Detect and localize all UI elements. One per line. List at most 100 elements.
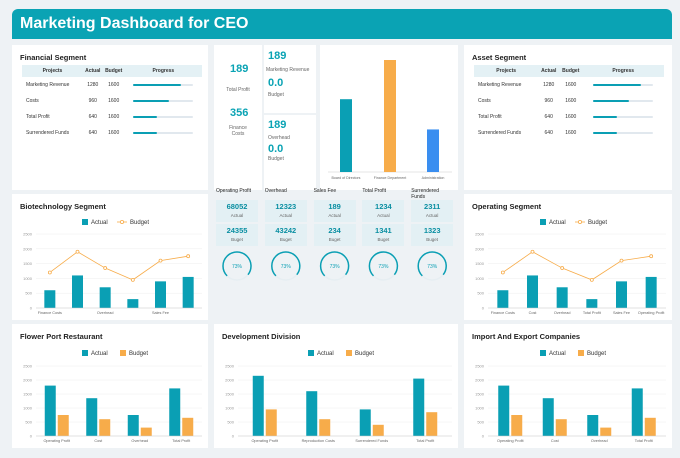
overhead-value: 189: [268, 119, 287, 131]
x-tick-label: Overhead: [554, 311, 571, 315]
bar-actual: [44, 290, 56, 308]
legend-budget-swatch: [120, 350, 126, 356]
metric-cell: 12323 Actual: [264, 200, 307, 222]
gauge-label: 73%: [378, 264, 389, 270]
table-cell: 1280: [87, 82, 99, 88]
total-profit-value: 189: [230, 63, 249, 75]
metric-value: 1234: [375, 202, 392, 211]
bar: [384, 60, 396, 172]
page-title: Marketing Dashboard for CEO: [20, 15, 249, 32]
biotech-chart: 0 500 1000 1500 2000 2500 Actual Budget Finance …: [23, 219, 202, 315]
finance-costs-label: Finance Costs: [229, 125, 247, 137]
budget-point: [75, 249, 80, 254]
x-tick-label: Total Profit: [635, 439, 654, 443]
progress-fill: [133, 83, 182, 87]
metric-label: Actual: [328, 213, 341, 218]
legend-budget-label: Budget: [588, 220, 607, 226]
bar-budget: [511, 415, 523, 436]
progress-bar: [133, 115, 194, 119]
y-tick-label: 2000: [23, 246, 33, 251]
dashboard-header: Marketing Dashboard for CEO: [12, 9, 672, 39]
y-tick-label: 2500: [475, 232, 485, 237]
x-tick-label: Cost: [551, 439, 560, 443]
progress-fill: [133, 99, 170, 103]
y-tick-label: 500: [227, 420, 234, 425]
y-tick-label: 2500: [23, 232, 33, 237]
metric-cell: 234 Buget: [313, 224, 356, 246]
biotech-panel: Biotechnology Segment 0 500 1000 1500 2000 25…: [12, 194, 208, 320]
asset-table: Projects Actual Budget Progress Marketing Re…: [474, 65, 664, 141]
bar-budget: [600, 427, 612, 436]
metric-cell: 189 Actual: [313, 200, 356, 222]
progress-bar: [133, 83, 194, 87]
table-cell: 1280: [543, 82, 555, 88]
operating-chart: 0 500 1000 1500 2000 2500 Actual Budget Finance …: [475, 219, 666, 315]
progress-bar: [593, 131, 654, 135]
marketing-budget-label: Budget: [268, 92, 284, 98]
table-cell: 960: [544, 98, 553, 104]
dev-title: Development Division: [222, 332, 301, 341]
progress-fill: [593, 115, 618, 119]
y-tick-label: 0: [232, 434, 235, 439]
y-tick-label: 2500: [225, 364, 235, 369]
import-title: Import And Export Companies: [472, 332, 581, 341]
progress-cell: [125, 93, 202, 109]
x-tick-label: Surrendered Funds: [355, 439, 388, 443]
table-cell: 1600: [108, 114, 120, 120]
bar-actual: [72, 275, 83, 308]
progress-cell: [125, 125, 202, 141]
progress-fill: [133, 131, 158, 135]
table-cell: 1600: [108, 130, 120, 136]
bar-actual: [645, 276, 657, 308]
bar-actual: [169, 388, 181, 436]
x-tick-label: Sales Fee: [152, 311, 169, 315]
gauge-label: 73%: [281, 264, 292, 270]
legend-budget-label: Budget: [130, 220, 149, 226]
bar-budget: [555, 419, 567, 436]
metric-header: Operating Profit: [216, 188, 252, 194]
y-tick-label: 0: [30, 306, 33, 311]
bar-budget: [644, 417, 656, 436]
bar-budget: [99, 419, 111, 436]
table-cell: Total Profit: [26, 114, 50, 120]
budget-point: [619, 258, 624, 263]
gauge-label: 73%: [427, 264, 438, 270]
metric-label: Buget: [426, 237, 439, 242]
marketing-revenue-label: Marketing Revenue: [266, 67, 310, 73]
bar-budget: [140, 427, 152, 436]
bar: [340, 99, 352, 172]
bar-actual: [631, 388, 643, 436]
table-cell: 640: [88, 130, 97, 136]
overhead-budget-value: 0.0: [268, 143, 284, 155]
x-tick-label: Total Profit: [583, 311, 602, 315]
progress-bar: [593, 99, 654, 103]
bar-actual: [86, 398, 98, 436]
legend-actual-swatch: [540, 219, 546, 225]
table-cell: 1600: [565, 114, 577, 120]
bar-actual: [99, 287, 111, 308]
legend-actual-label: Actual: [549, 220, 566, 226]
asset-header-1: Actual: [538, 65, 560, 77]
bar-actual: [252, 375, 264, 436]
metric-value: 2311: [424, 202, 441, 211]
table-row: Costs 960 1600: [22, 93, 202, 109]
y-tick-label: 0: [482, 434, 485, 439]
bar-budget: [182, 417, 194, 436]
metric-header: Surrendered Funds: [411, 188, 439, 200]
table-cell: 640: [544, 114, 553, 120]
progress-bar: [593, 83, 654, 87]
flower-chart: 0 500 1000 1500 2000 2500 Actual Budget Operatin…: [23, 350, 202, 443]
metric-cell: 1323 Buget: [411, 224, 454, 246]
metric-value: 43242: [275, 226, 297, 235]
x-tick-label: Total Profit: [172, 439, 191, 443]
progress-fill: [133, 115, 158, 119]
metric-value: 1341: [375, 226, 392, 235]
bar-actual: [413, 378, 425, 436]
budget-point: [47, 270, 52, 275]
legend-actual-label: Actual: [91, 351, 108, 357]
table-cell: Marketing Revenue: [26, 82, 70, 88]
table-cell: Surrendered Funds: [478, 130, 522, 136]
budget-point: [158, 258, 163, 263]
progress-cell: [125, 77, 202, 93]
metric-label: Actual: [377, 213, 390, 218]
